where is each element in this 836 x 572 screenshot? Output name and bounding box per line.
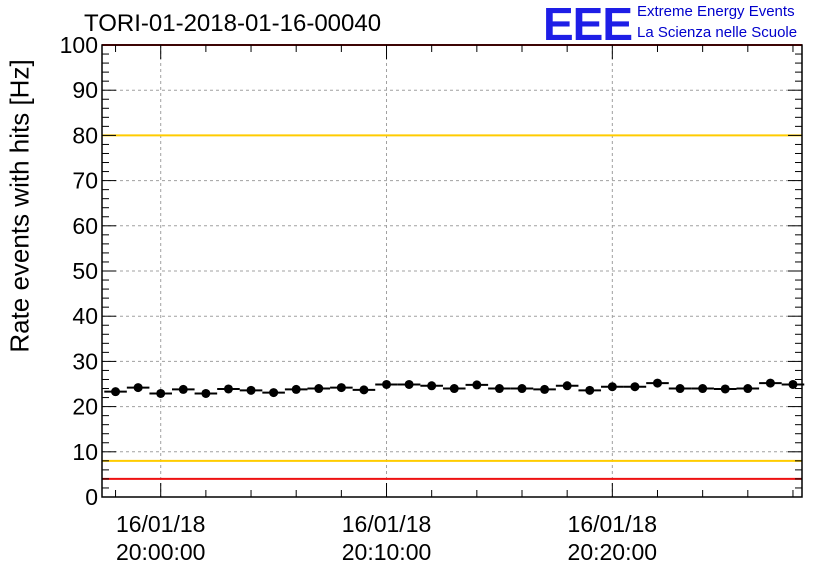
y-tick-label: 50 [72,258,98,284]
reference-lines [102,44,802,480]
data-point [104,387,127,397]
data-point-marker [562,381,572,391]
data-point-marker [111,387,121,397]
data-point [172,384,195,394]
data-point [375,379,398,389]
data-point [262,388,285,398]
data-point [330,383,353,393]
y-tick-label: 100 [60,32,98,58]
data-point [397,379,421,389]
data-point [555,381,579,391]
data-point [781,379,805,389]
data-point-marker [607,382,617,392]
data-point [442,384,466,394]
data-point [284,384,308,394]
data-point-marker [156,388,166,398]
data-point [194,388,218,398]
data-point-marker [540,384,550,394]
y-tick-label: 90 [72,77,98,103]
data-point-marker [246,385,256,395]
data-point-marker [449,384,459,394]
data-point [352,385,376,395]
data-point [465,380,489,390]
y-tick-label: 20 [72,394,98,420]
y-tick-label: 30 [72,348,98,374]
data-point [646,378,669,388]
data-point-marker [743,384,753,394]
data-point-marker [427,381,437,391]
data-point-marker [630,382,640,392]
y-tick-label: 40 [72,303,98,329]
x-tick-label-time: 20:10:00 [342,539,432,565]
data-point-marker [223,384,233,394]
data-points [104,378,805,398]
data-point-marker [336,383,346,393]
data-point [149,388,172,398]
chart-title: TORI-01-2018-01-16-00040 [84,10,382,37]
y-tick-label: 0 [85,484,98,510]
data-point [126,383,150,393]
data-point-marker [269,388,279,398]
y-tick-label: 10 [72,439,98,465]
eee-logo: EEE [543,0,633,50]
data-point [578,385,602,395]
x-tick-label-date: 16/01/18 [116,511,206,537]
data-point-marker [314,384,324,394]
data-point [510,384,534,394]
y-tick-label: 80 [72,122,98,148]
data-point-marker [291,384,301,394]
y-tick-label: 70 [72,168,98,194]
data-point [668,384,692,394]
x-tick-label-time: 20:00:00 [116,539,206,565]
data-point-marker [652,378,662,388]
data-point [217,384,240,394]
y-tick-label: 60 [72,213,98,239]
data-point-marker [494,384,504,394]
logo-line-1: Extreme Energy Events [637,3,795,20]
data-point [736,384,760,394]
data-point [759,378,782,388]
data-point-marker [178,384,188,394]
data-point [601,382,624,392]
data-point-marker [517,384,527,394]
grid [102,45,802,497]
data-point-marker [133,383,143,393]
data-point [623,382,647,392]
data-point-marker [404,379,414,389]
data-point-marker [788,379,798,389]
data-point-marker [585,385,595,395]
data-point [533,384,556,394]
data-point [691,384,714,394]
data-point-marker [720,384,730,394]
logo-line-2: La Scienza nelle Scuole [637,24,798,41]
data-point [420,381,443,391]
y-axis-label: Rate events with hits [Hz] [4,59,35,353]
x-tick-label-time: 20:20:00 [568,539,658,565]
axes: 010203040506070809010016/01/1820:00:0016… [60,32,802,565]
data-point [713,384,737,394]
data-point-marker [201,388,211,398]
data-point [488,384,511,394]
data-point-marker [382,379,392,389]
data-point [239,385,263,395]
data-point-marker [765,378,775,388]
data-point-marker [359,385,369,395]
data-point [307,384,331,394]
x-tick-label-date: 16/01/18 [342,511,432,537]
data-point-marker [698,384,708,394]
x-tick-label-date: 16/01/18 [568,511,658,537]
data-point-marker [675,384,685,394]
data-point-marker [472,380,482,390]
